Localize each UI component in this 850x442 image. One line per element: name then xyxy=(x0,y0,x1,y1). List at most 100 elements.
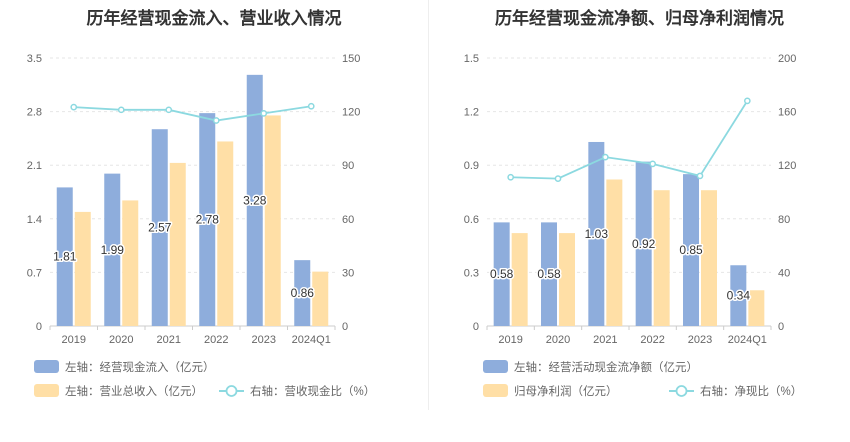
right-axis-tick-label: 160 xyxy=(778,107,796,119)
x-axis-tick-label: 2021 xyxy=(157,334,181,346)
ratio-point xyxy=(260,110,268,117)
bar-data-label: 0.86 xyxy=(291,286,315,300)
bar-data-label: 1.99 xyxy=(101,243,125,257)
legend-line-label: 右轴：净现比（%） xyxy=(700,384,802,398)
legend-line-label: 右轴：营收现金比（%） xyxy=(250,384,375,398)
legend-secondary-label: 归母净利润（亿元） xyxy=(514,384,618,398)
left-axis-tick-label: 1.5 xyxy=(464,53,479,65)
ratio-line xyxy=(510,100,749,180)
bar-primary xyxy=(104,173,121,326)
legend-line-marker xyxy=(675,385,688,397)
bar-secondary xyxy=(217,141,234,326)
x-axis-tick-label: 2020 xyxy=(109,334,133,346)
bar-data-label: 0.34 xyxy=(727,289,751,303)
legend-primary-label: 左轴：经营现金流入（亿元） xyxy=(65,360,215,374)
chart-title: 历年经营现金流入、营业收入情况 xyxy=(86,9,342,29)
legend-secondary-swatch xyxy=(483,384,508,397)
left-axis-tick-label: 0 xyxy=(36,321,42,333)
bar-data-label: 3.28 xyxy=(243,193,267,207)
right-axis-tick-label: 0 xyxy=(342,321,348,333)
bar-primary xyxy=(683,174,699,326)
bar-primary xyxy=(541,222,557,326)
bar-primary xyxy=(294,260,311,326)
bar-primary xyxy=(493,222,510,326)
ratio-point xyxy=(507,173,515,181)
bar-data-label: 0.58 xyxy=(490,267,514,281)
bar-data-label: 0.92 xyxy=(632,237,656,251)
legend-primary-swatch xyxy=(34,360,59,373)
legend-line-marker xyxy=(225,385,238,397)
right-axis-tick-label: 120 xyxy=(342,107,360,119)
legend-secondary-label: 左轴：营业总收入（亿元） xyxy=(65,384,203,398)
right-axis-tick-label: 40 xyxy=(778,267,790,279)
left-axis-tick-label: 0.6 xyxy=(464,214,479,226)
bar-data-label: 0.85 xyxy=(679,243,703,257)
x-axis-tick-label: 2023 xyxy=(688,334,712,346)
ratio-point xyxy=(743,97,751,105)
ratio-point xyxy=(601,153,609,161)
bar-secondary xyxy=(312,271,329,326)
bar-secondary xyxy=(74,211,91,326)
chart-title: 历年经营现金流净额、归母净利润情况 xyxy=(495,9,784,29)
ratio-point xyxy=(165,106,173,114)
left-axis-tick-label: 0.3 xyxy=(464,267,479,279)
right-axis-tick-label: 60 xyxy=(342,214,354,226)
x-axis-tick-label: 2024Q1 xyxy=(728,334,767,346)
right-axis-tick-label: 30 xyxy=(342,267,354,279)
legend-secondary-swatch xyxy=(34,384,59,397)
x-axis-tick-label: 2022 xyxy=(204,334,228,346)
bar-data-label: 1.03 xyxy=(585,227,609,241)
ratio-point xyxy=(117,106,125,114)
bar-secondary xyxy=(606,179,623,326)
ratio-point xyxy=(554,175,562,182)
x-axis-tick-label: 2023 xyxy=(252,334,276,346)
x-axis-tick-label: 2021 xyxy=(593,334,617,346)
right-axis-tick-label: 120 xyxy=(778,160,796,172)
bar-primary xyxy=(56,187,73,326)
ratio-point xyxy=(307,102,315,110)
legend-primary-swatch xyxy=(483,360,508,373)
bar-primary xyxy=(730,265,747,326)
bar-secondary xyxy=(559,233,575,326)
bar-secondary xyxy=(122,200,139,326)
bar-primary xyxy=(199,113,216,326)
bar-secondary xyxy=(169,162,186,326)
left-axis-tick-label: 0 xyxy=(473,321,479,333)
x-axis-tick-label: 2019 xyxy=(498,334,522,346)
bar-secondary xyxy=(701,190,717,326)
bar-data-label: 0.58 xyxy=(537,267,561,281)
right-axis-tick-label: 90 xyxy=(342,160,354,172)
ratio-point xyxy=(212,117,220,124)
right-axis-tick-label: 0 xyxy=(778,321,784,333)
chart-svg: 0 0 0.3 40 0.6 80 0.9 120 1.2 160 1.5 200 2019 2020 20… xyxy=(464,53,803,398)
right-axis-tick-label: 80 xyxy=(778,214,790,226)
left-axis-tick-label: 0.7 xyxy=(27,267,42,279)
ratio-point xyxy=(696,172,704,180)
panel-divider xyxy=(428,0,429,410)
left-axis-tick-label: 1.4 xyxy=(27,214,42,226)
chart-panel-net-cashflow-profit: 历年经营现金流净额、归母净利润情况 0 0 0.3 40 0.6 80 0.9 120 1.2 1… xyxy=(429,0,850,437)
left-axis-tick-label: 0.9 xyxy=(464,160,479,172)
right-axis-tick-label: 200 xyxy=(778,53,796,65)
left-axis-tick-label: 2.8 xyxy=(27,107,42,119)
right-axis-tick-label: 150 xyxy=(342,53,360,65)
legend-primary-label: 左轴：经营活动现金流净额（亿元） xyxy=(514,360,698,374)
left-axis-tick-label: 3.5 xyxy=(27,53,42,65)
chart-panel-cash-inflow-revenue: 历年经营现金流入、营业收入情况 0 0 0.7 30 1.4 60 2.1 90 2.8 120 3… xyxy=(0,0,428,437)
bar-data-label: 2.78 xyxy=(196,213,220,227)
ratio-point xyxy=(70,103,78,111)
bar-secondary xyxy=(653,190,670,326)
ratio-point xyxy=(649,160,657,168)
bar-primary xyxy=(588,141,605,326)
bar-data-label: 1.81 xyxy=(53,250,77,264)
bar-primary xyxy=(635,161,652,326)
chart-svg: 0 0 0.7 30 1.4 60 2.1 90 2.8 120 3.5 150 2019 2020 202… xyxy=(27,53,376,398)
bar-secondary xyxy=(511,233,528,326)
x-axis-tick-label: 2019 xyxy=(62,334,86,346)
x-axis-tick-label: 2022 xyxy=(640,334,664,346)
bar-data-label: 2.57 xyxy=(148,221,172,235)
x-axis-tick-label: 2020 xyxy=(546,334,570,346)
x-axis-tick-label: 2024Q1 xyxy=(292,334,331,346)
bar-secondary xyxy=(748,290,765,326)
